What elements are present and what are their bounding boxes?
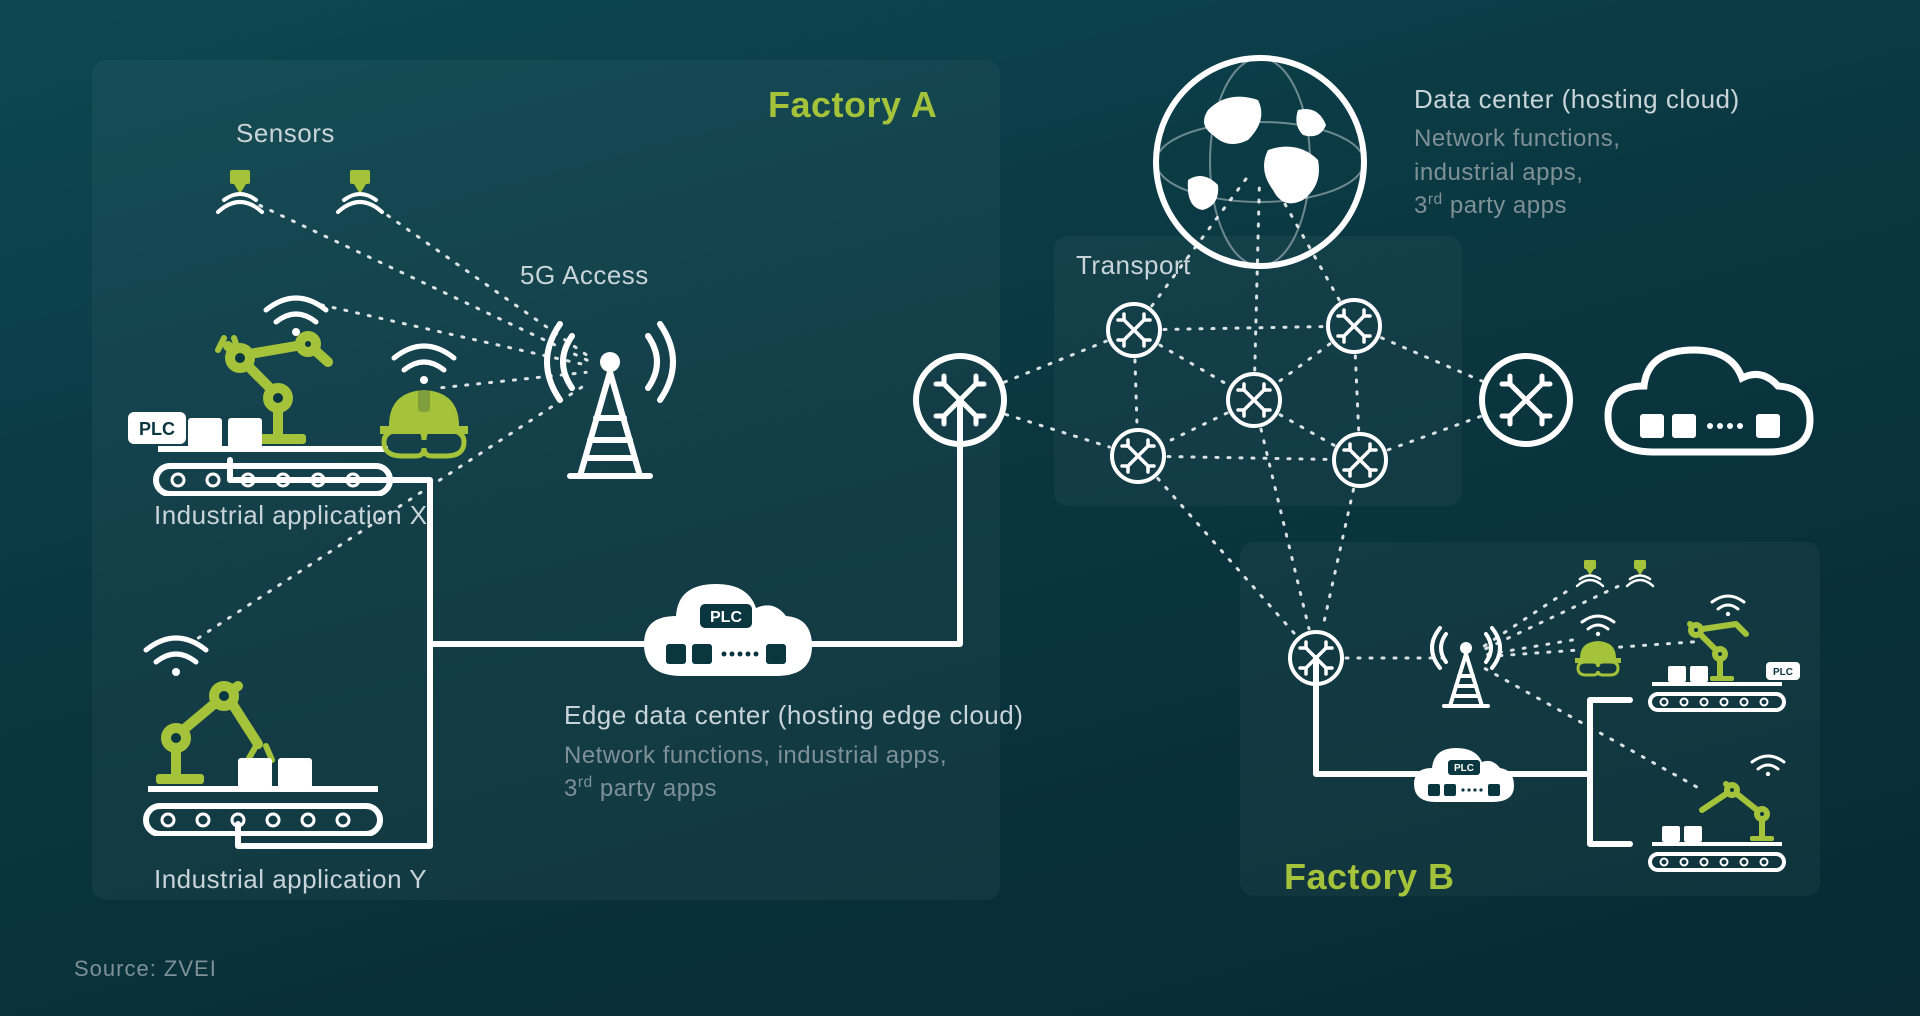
sensor-icon (214, 166, 266, 226)
sensor-icon (1574, 558, 1606, 594)
transport-label: Transport (1076, 250, 1191, 281)
router-node-icon (912, 352, 1008, 448)
data-center-title: Data center (hosting cloud) (1414, 84, 1740, 115)
source-credit: Source: ZVEI (74, 956, 217, 982)
router-node-icon (1224, 370, 1284, 430)
svg-text:PLC: PLC (710, 609, 742, 626)
cloud-datacenter-icon (1598, 334, 1818, 474)
ind-app-y-label: Industrial application Y (154, 864, 427, 895)
router-node-icon (1108, 426, 1168, 486)
data-center-sub: Network functions, industrial apps, 3rd … (1414, 122, 1620, 223)
router-node-icon (1330, 430, 1390, 490)
svg-text:PLC: PLC (1454, 763, 1474, 774)
router-node-icon (1478, 352, 1574, 448)
cell-tower-icon (540, 290, 680, 480)
robot-conveyor-icon (1632, 744, 1802, 874)
5g-access-label: 5G Access (520, 260, 649, 291)
router-node-icon (1286, 628, 1346, 688)
svg-text:PLC: PLC (1773, 667, 1793, 678)
edge-cloud-icon: PLC (636, 566, 816, 696)
router-node-icon (1324, 296, 1384, 356)
factory-b-title: Factory B (1284, 856, 1455, 898)
edge-dc-title: Edge data center (hosting edge cloud) (564, 700, 1023, 731)
ind-app-x-label: Industrial application X (154, 500, 428, 531)
robot-conveyor-icon: PLC (1632, 584, 1802, 714)
ar-helmet-icon (364, 330, 484, 460)
sensor-icon (334, 166, 386, 226)
router-node-icon (1104, 300, 1164, 360)
factory-a-title: Factory A (768, 84, 937, 126)
svg-text:PLC: PLC (139, 419, 175, 439)
edge-dc-sub: Network functions, industrial apps, 3rd … (564, 740, 947, 806)
ar-helmet-icon (1566, 608, 1630, 678)
globe-icon (1148, 50, 1372, 274)
sensors-label: Sensors (236, 118, 335, 149)
robot-conveyor-icon (128, 616, 388, 836)
edge-cloud-icon: PLC (1408, 736, 1518, 814)
cell-tower-icon (1428, 610, 1504, 710)
